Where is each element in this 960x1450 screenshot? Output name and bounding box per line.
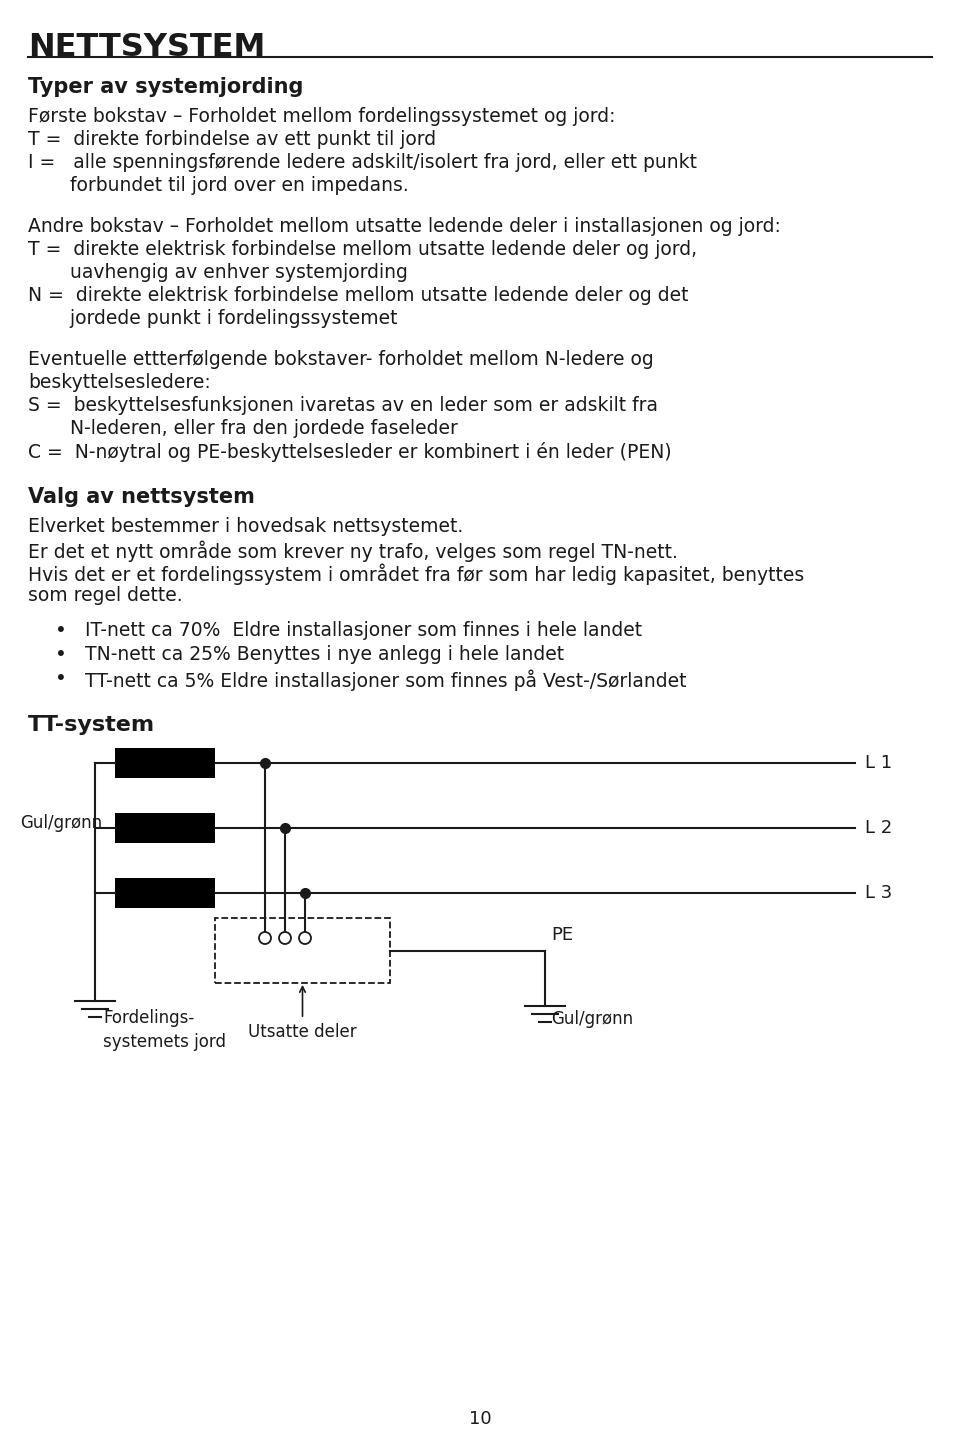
Text: Eventuelle ettterfølgende bokstaver- forholdet mellom N-ledere og: Eventuelle ettterfølgende bokstaver- for… <box>28 349 654 368</box>
Text: IT-nett ca 70%  Eldre installasjoner som finnes i hele landet: IT-nett ca 70% Eldre installasjoner som … <box>85 621 642 639</box>
Bar <box>115 879 215 908</box>
Text: C =  N-nøytral og PE-beskyttelsesleder er kombinert i én leder (PEN): C = N-nøytral og PE-beskyttelsesleder er… <box>28 442 672 463</box>
Text: PE: PE <box>551 927 573 944</box>
Bar <box>215 918 390 983</box>
Text: forbundet til jord over en impedans.: forbundet til jord over en impedans. <box>28 175 409 194</box>
Bar <box>115 748 215 779</box>
Text: Valg av nettsystem: Valg av nettsystem <box>28 487 254 508</box>
Circle shape <box>259 932 271 944</box>
Text: I =   alle spenningsførende ledere adskilt/isolert fra jord, eller ett punkt: I = alle spenningsførende ledere adskilt… <box>28 154 697 173</box>
Text: •: • <box>55 645 67 664</box>
Text: Gul/grønn: Gul/grønn <box>551 1009 634 1028</box>
Bar <box>115 813 215 842</box>
Text: som regel dette.: som regel dette. <box>28 586 182 605</box>
Text: TT-system: TT-system <box>28 715 156 735</box>
Text: 10: 10 <box>468 1409 492 1428</box>
Text: uavhengig av enhver systemjording: uavhengig av enhver systemjording <box>28 262 408 281</box>
Text: N-lederen, eller fra den jordede faseleder: N-lederen, eller fra den jordede faseled… <box>28 419 458 438</box>
Text: T =  direkte elektrisk forbindelse mellom utsatte ledende deler og jord,: T = direkte elektrisk forbindelse mellom… <box>28 241 697 260</box>
Text: Andre bokstav – Forholdet mellom utsatte ledende deler i installasjonen og jord:: Andre bokstav – Forholdet mellom utsatte… <box>28 218 780 236</box>
Text: TT-nett ca 5% Eldre installasjoner som finnes på Vest-/Sørlandet: TT-nett ca 5% Eldre installasjoner som f… <box>85 668 686 690</box>
Circle shape <box>299 932 311 944</box>
Text: beskyttelsesledere:: beskyttelsesledere: <box>28 373 211 392</box>
Text: Typer av systemjording: Typer av systemjording <box>28 77 303 97</box>
Text: Utsatte deler: Utsatte deler <box>249 1024 357 1041</box>
Text: NETTSYSTEM: NETTSYSTEM <box>28 32 265 62</box>
Text: Elverket bestemmer i hovedsak nettsystemet.: Elverket bestemmer i hovedsak nettsystem… <box>28 518 464 536</box>
Text: N =  direkte elektrisk forbindelse mellom utsatte ledende deler og det: N = direkte elektrisk forbindelse mellom… <box>28 286 688 304</box>
Text: jordede punkt i fordelingssystemet: jordede punkt i fordelingssystemet <box>28 309 397 328</box>
Text: L 3: L 3 <box>865 884 892 902</box>
Text: T =  direkte forbindelse av ett punkt til jord: T = direkte forbindelse av ett punkt til… <box>28 130 436 149</box>
Text: L 2: L 2 <box>865 819 892 837</box>
Text: S =  beskyttelsesfunksjonen ivaretas av en leder som er adskilt fra: S = beskyttelsesfunksjonen ivaretas av e… <box>28 396 658 415</box>
Text: Gul/grønn: Gul/grønn <box>20 813 102 832</box>
Text: Første bokstav – Forholdet mellom fordelingssystemet og jord:: Første bokstav – Forholdet mellom fordel… <box>28 107 615 126</box>
Text: •: • <box>55 668 67 687</box>
Text: L 1: L 1 <box>865 754 892 771</box>
Circle shape <box>279 932 291 944</box>
Text: TN-nett ca 25% Benyttes i nye anlegg i hele landet: TN-nett ca 25% Benyttes i nye anlegg i h… <box>85 645 564 664</box>
Text: Hvis det er et fordelingssystem i området fra før som har ledig kapasitet, benyt: Hvis det er et fordelingssystem i område… <box>28 563 804 584</box>
Text: Er det et nytt område som krever ny trafo, velges som regel TN-nett.: Er det et nytt område som krever ny traf… <box>28 539 678 561</box>
Text: •: • <box>55 621 67 639</box>
Text: Fordelings-
systemets jord: Fordelings- systemets jord <box>103 1009 226 1051</box>
